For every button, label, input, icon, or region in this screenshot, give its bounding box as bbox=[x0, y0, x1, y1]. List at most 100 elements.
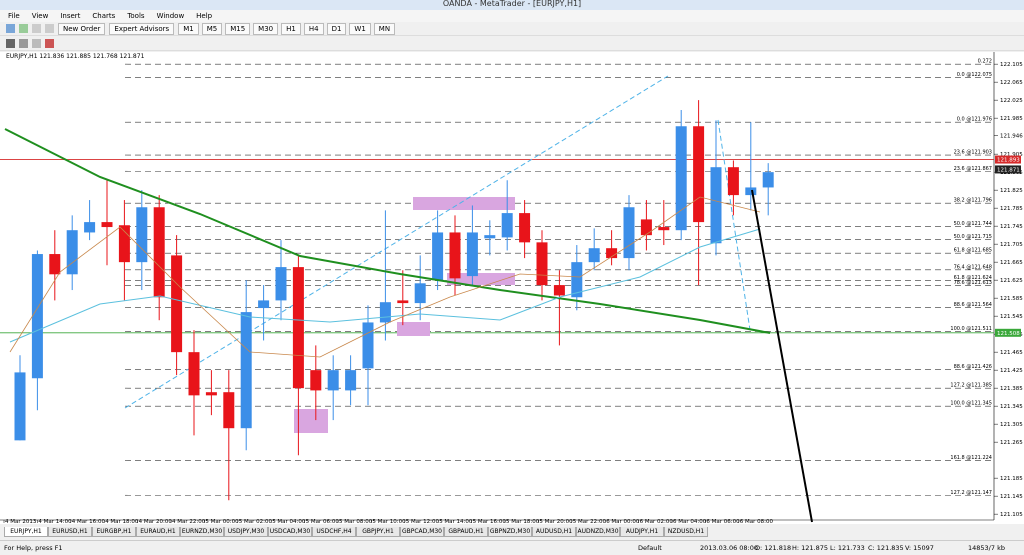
chart-tab[interactable]: EURGBP,H1 bbox=[92, 527, 136, 537]
candle-body bbox=[640, 219, 652, 236]
price-label: 121.705 bbox=[1000, 242, 1023, 248]
chart-tab[interactable]: AUDJPY,H1 bbox=[620, 527, 664, 537]
candle-body bbox=[327, 370, 339, 391]
status-help: For Help, press F1 bbox=[4, 544, 63, 552]
chart-tab[interactable]: EURNZD,M30 bbox=[180, 527, 224, 537]
chart-tab[interactable]: EURAUD,H1 bbox=[136, 527, 180, 537]
chart-tab[interactable]: NZDUSD,H1 bbox=[664, 527, 708, 537]
chart-tab[interactable]: EURJPY,H1 bbox=[4, 527, 48, 537]
icon[interactable] bbox=[45, 24, 54, 33]
candle-body bbox=[501, 213, 513, 238]
menu-bar: File View Insert Charts Tools Window Help bbox=[0, 10, 1024, 22]
menu-item[interactable]: View bbox=[31, 12, 49, 20]
price-label: 121.145 bbox=[1000, 494, 1023, 500]
time-label: 6 Mar 02:00 bbox=[640, 519, 674, 524]
fib-label: 76.4 @121.648 bbox=[954, 264, 992, 270]
expert-advisors-button[interactable]: Expert Advisors bbox=[109, 22, 175, 35]
candle-body bbox=[136, 207, 148, 263]
fib-label: 0.272 bbox=[978, 59, 992, 65]
menu-item[interactable]: Insert bbox=[60, 12, 81, 20]
time-label: 5 Mar 00:00 bbox=[205, 519, 239, 524]
icon[interactable] bbox=[32, 39, 41, 48]
price-label: 121.185 bbox=[1000, 476, 1023, 482]
timeframe-button[interactable]: M15 bbox=[225, 22, 251, 35]
icon[interactable] bbox=[32, 24, 41, 33]
timeframe-button[interactable]: H4 bbox=[303, 22, 324, 35]
menu-item[interactable]: Charts bbox=[92, 12, 116, 20]
chart-tabs: EURJPY,H1 EURUSD,H1 EURGBP,H1 EURAUD,H1 EURN… bbox=[0, 527, 1024, 538]
chart-tab[interactable]: EURUSD,H1 bbox=[48, 527, 92, 537]
chart-tab[interactable]: USDJPY,M30 bbox=[224, 527, 268, 537]
fib-label: 38.2 @121.796 bbox=[954, 198, 992, 204]
time-label: 5 Mar 22:00 bbox=[573, 519, 607, 524]
fib-label: 61.8 @121.685 bbox=[954, 248, 992, 254]
timeframe-button[interactable]: D1 bbox=[326, 22, 347, 35]
zone bbox=[413, 197, 515, 210]
candle-body bbox=[171, 255, 183, 353]
candle-body bbox=[84, 222, 96, 233]
menu-item[interactable]: Tools bbox=[127, 12, 145, 20]
price-box-label: 121.508 bbox=[997, 331, 1020, 337]
candle-body bbox=[66, 230, 78, 275]
fib-label: 78.6 @121.613 bbox=[954, 280, 992, 286]
fib-label: 100.0 @121.345 bbox=[950, 401, 992, 407]
new-order-button[interactable]: New Order bbox=[58, 22, 106, 35]
moving-average bbox=[9, 228, 761, 343]
fib-label: 88.6 @121.426 bbox=[954, 364, 992, 370]
chart-tab[interactable]: AUDUSD,H1 bbox=[532, 527, 576, 537]
candle-body bbox=[675, 126, 687, 231]
chart-tab[interactable]: GBPJPY,H1 bbox=[356, 527, 400, 537]
status-low: L: 121.733 bbox=[830, 544, 865, 552]
chart-tab[interactable]: GBPNZD,M30 bbox=[488, 527, 532, 537]
candle-body bbox=[275, 267, 287, 301]
timeframe-button[interactable]: M5 bbox=[201, 22, 223, 35]
chart-tab[interactable]: USDCAD,M30 bbox=[268, 527, 312, 537]
price-label: 121.465 bbox=[1000, 350, 1023, 356]
candle-body bbox=[519, 213, 531, 243]
price-label: 121.946 bbox=[1000, 134, 1023, 140]
candle-body bbox=[710, 167, 722, 244]
moving-average bbox=[4, 128, 771, 334]
candle-body bbox=[553, 285, 565, 296]
chart-bg bbox=[0, 52, 1024, 524]
time-label: 6 Mar 00:00 bbox=[606, 519, 640, 524]
chart-tab[interactable]: GBPCAD,M30 bbox=[400, 527, 444, 537]
price-label: 121.625 bbox=[1000, 278, 1023, 284]
toolbar bbox=[0, 37, 1024, 51]
candle-body bbox=[588, 248, 600, 263]
time-label: 6 Mar 06:00 bbox=[706, 519, 740, 524]
timeframe-button[interactable]: H1 bbox=[281, 22, 301, 35]
icon[interactable] bbox=[6, 39, 15, 48]
chart-tab[interactable]: USDCHF,H4 bbox=[312, 527, 356, 537]
menu-item[interactable]: Window bbox=[156, 12, 185, 20]
timeframes: M1 M5 M15 M30 H1 H4 D1 W1 MN bbox=[178, 22, 396, 35]
toolbar: New Order Expert Advisors M1 M5 M15 M30 H1 H4… bbox=[0, 22, 1024, 36]
menu-item[interactable]: Help bbox=[196, 12, 213, 20]
candle-body bbox=[571, 262, 583, 298]
menu-item[interactable]: File bbox=[8, 12, 20, 20]
icon[interactable] bbox=[19, 39, 28, 48]
price-label: 121.985 bbox=[1000, 116, 1023, 122]
fib-label: 50.0 @121.744 bbox=[954, 221, 992, 227]
moving-average bbox=[9, 196, 761, 358]
chart-tab[interactable]: AUDNZD,M30 bbox=[576, 527, 620, 537]
candle-body bbox=[484, 235, 496, 239]
fib-label: 50.0 @121.715 bbox=[954, 234, 992, 240]
timeframe-button[interactable]: MN bbox=[373, 22, 396, 35]
chart-tab[interactable]: GBPAUD,H1 bbox=[444, 527, 488, 537]
price-label: 121.105 bbox=[1000, 512, 1023, 518]
timeframe-button[interactable]: M30 bbox=[253, 22, 279, 35]
icon[interactable] bbox=[19, 24, 28, 33]
trend-line bbox=[124, 75, 669, 409]
time-label: 5 Mar 08:00 bbox=[339, 519, 373, 524]
fib-label: 0.0 @122.075 bbox=[957, 72, 992, 78]
candle-body bbox=[762, 172, 774, 188]
timeframe-button[interactable]: W1 bbox=[349, 22, 371, 35]
icon[interactable] bbox=[45, 39, 54, 48]
icon[interactable] bbox=[6, 24, 15, 33]
status-open: O: 121.818 bbox=[755, 544, 792, 552]
chart: EURJPY,H1 121.836 121.885 121.768 121.87… bbox=[0, 52, 1024, 524]
candle-body bbox=[745, 187, 757, 196]
timeframe-button[interactable]: M1 bbox=[178, 22, 199, 35]
